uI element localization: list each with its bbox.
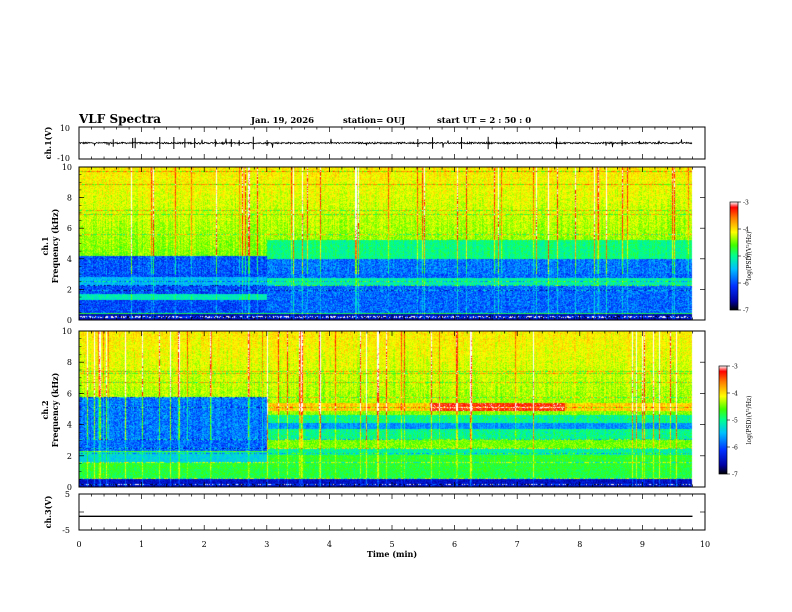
time-tick-label: 5 xyxy=(389,540,394,549)
y-tick-label: 2 xyxy=(67,452,72,461)
time-tick-label: 9 xyxy=(640,540,645,549)
y-tick-label: 0 xyxy=(67,316,72,325)
colorbar-tick-label: -3 xyxy=(732,364,738,371)
ch1-spectrogram-image xyxy=(79,167,705,320)
time-tick-label: 7 xyxy=(515,540,520,549)
time-tick-label: 1 xyxy=(139,540,144,549)
ch2-spectrogram-xticks xyxy=(78,331,706,487)
time-axis-label: Time (min) xyxy=(367,549,417,559)
time-tick-label: 10 xyxy=(700,540,710,549)
ch2-spectrogram-canvas-holder xyxy=(79,331,705,487)
ch3-waveform-frame xyxy=(78,493,706,531)
ch1-frequency-label: Frequency (kHz) xyxy=(50,208,60,283)
ch1-colorbar xyxy=(729,201,739,311)
y-tick-label: 4 xyxy=(67,421,72,430)
colorbar-tick-label: -6 xyxy=(743,281,749,288)
y-tick-label: 6 xyxy=(67,389,72,398)
ch2-spectrogram-yticks: 0 2 4 6 8 10 xyxy=(62,327,705,492)
ch2-frequency-label: Frequency (kHz) xyxy=(50,372,60,447)
ch1-channel-label: ch.1 xyxy=(40,236,50,255)
colorbar-tick-label: -3 xyxy=(743,200,749,207)
ch1-colorbar-label: log(PSD)(V²/Hz) xyxy=(746,232,753,281)
ch1-spectrogram-canvas-holder xyxy=(79,167,705,320)
ch1-spectrogram-xticks xyxy=(78,167,706,320)
ch1-waveform-xticks xyxy=(78,127,706,159)
time-axis-tick-labels: 0 1 2 3 4 5 6 7 8 9 10 xyxy=(76,540,710,549)
y-tick-label: 8 xyxy=(67,358,72,367)
ch2-colorbar-ticks: -3 -4 -5 -6 -7 xyxy=(727,364,738,479)
colorbar-tick-label: -4 xyxy=(732,391,738,398)
station-label: station= OUJ xyxy=(343,116,405,126)
ch1-spectrogram-yticks: 0 2 4 6 8 10 xyxy=(62,163,705,325)
ch1-waveform-panel: 10 -10 ch.1(V) xyxy=(43,124,706,163)
y-tick-label: 6 xyxy=(67,224,72,233)
colorbar-tick-label: -7 xyxy=(732,472,738,479)
ch1-ylabel: ch.1(V) xyxy=(43,126,53,159)
ch3-waveform-xticks xyxy=(78,494,706,530)
colorbar-tick-label: -5 xyxy=(732,418,738,425)
y-tick-label: 2 xyxy=(67,285,72,294)
date-label: Jan. 19, 2026 xyxy=(250,116,314,126)
start-time-label: start UT = 2 : 50 : 0 xyxy=(437,116,531,126)
ch2-spectrogram-image xyxy=(79,331,705,487)
y-tick-label: 5 xyxy=(65,490,70,499)
ch1-waveform-trace xyxy=(78,136,693,150)
y-tick-label: 10 xyxy=(62,163,72,172)
ch1-ytick-top: 10 xyxy=(60,124,70,133)
ch1-signal-path xyxy=(78,138,693,148)
ch3-waveform-yticks: 5 -5 xyxy=(62,490,705,535)
time-tick-label: 8 xyxy=(577,540,582,549)
time-tick-label: 6 xyxy=(452,540,457,549)
colorbar-tick-label: -5 xyxy=(743,254,749,261)
time-tick-label: 0 xyxy=(76,540,81,549)
ch2-channel-label: ch.2 xyxy=(40,400,50,419)
ch1-ytick-bottom: -10 xyxy=(57,154,70,163)
y-tick-label: 10 xyxy=(62,327,72,336)
time-tick-label: 3 xyxy=(264,540,269,549)
ch1-colorbar-ticks: -3 -4 -5 -6 -7 xyxy=(738,200,749,315)
colorbar-tick-label: -6 xyxy=(732,445,738,452)
time-tick-label: 2 xyxy=(202,540,207,549)
ch3-waveform-panel: 5 -5 ch.3(V) xyxy=(43,490,706,535)
figure-title: VLF Spectra xyxy=(78,112,161,126)
time-tick-label: 4 xyxy=(327,540,332,549)
ch2-colorbar-label: log(PSD)(V²/Hz) xyxy=(746,396,753,445)
y-tick-label: -5 xyxy=(62,526,70,535)
ch2-colorbar xyxy=(718,365,728,475)
y-tick-label: 0 xyxy=(67,483,72,492)
y-tick-label: 8 xyxy=(67,194,72,203)
y-tick-label: 4 xyxy=(67,255,72,264)
ch3-ylabel: ch.3(V) xyxy=(43,495,53,528)
colorbar-tick-label: -4 xyxy=(743,227,749,234)
colorbar-tick-label: -7 xyxy=(743,308,749,315)
